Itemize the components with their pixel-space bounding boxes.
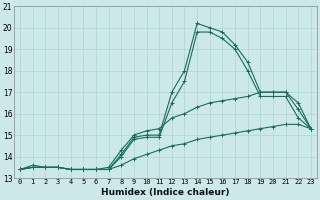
X-axis label: Humidex (Indice chaleur): Humidex (Indice chaleur): [101, 188, 230, 197]
